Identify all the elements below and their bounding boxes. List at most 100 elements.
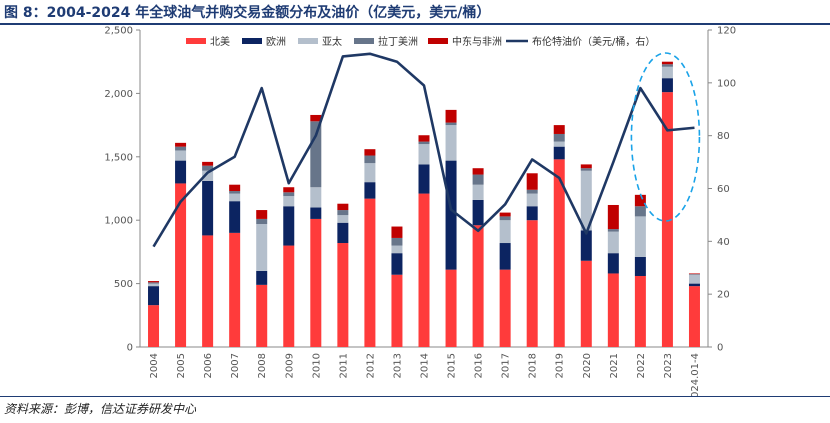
bar-segment [337, 222, 349, 244]
bar-segment [418, 135, 430, 142]
left-tick-label: 1,000 [104, 216, 133, 227]
bar-segment [283, 206, 295, 246]
bar-segment [283, 196, 295, 207]
bar-segment [148, 286, 160, 306]
bar-segment [310, 114, 322, 122]
x-tick-label: 2015 [447, 353, 458, 378]
bar-segment [256, 210, 268, 219]
bar-segment [472, 184, 484, 200]
legend-label: 拉丁美洲 [378, 35, 418, 48]
x-tick-label: 2009 [284, 353, 295, 378]
highlight-ellipse [630, 52, 701, 222]
bar-segment [472, 225, 484, 347]
x-tick-label: 2024.01-4 [690, 353, 701, 396]
legend-swatch [186, 38, 206, 44]
bar-segment [472, 199, 484, 226]
bar-segment [580, 168, 592, 171]
left-tick-label: 2,500 [104, 26, 133, 37]
bar-segment [310, 121, 322, 188]
bar-segment [202, 170, 214, 181]
x-tick-label: 2023 [663, 353, 674, 378]
bar-segment [418, 193, 430, 347]
bar-segment [526, 173, 538, 190]
bar-segment [337, 243, 349, 347]
bar-segment [364, 149, 376, 156]
bar-segment [283, 187, 295, 193]
legend-label: 亚太 [322, 35, 342, 48]
bar-segment [202, 180, 214, 236]
bar-segment [472, 168, 484, 175]
bar-segment [202, 165, 214, 171]
x-tick-label: 2011 [338, 353, 349, 378]
bar-segment [283, 192, 295, 197]
x-tick-label: 2016 [474, 353, 485, 378]
x-tick-label: 2017 [501, 353, 512, 378]
bar-segment [148, 282, 160, 284]
bar-segment [553, 159, 565, 347]
bar-segment [445, 109, 457, 123]
bar-segment [148, 305, 160, 347]
right-tick-label: 60 [717, 184, 730, 195]
bar-segment [580, 164, 592, 169]
bar-segment [148, 283, 160, 287]
legend-swatch [428, 38, 448, 44]
bar-segment [526, 189, 538, 194]
bar-segment [688, 274, 700, 275]
bar-segment [364, 198, 376, 347]
bar-segment [364, 155, 376, 164]
right-tick-label: 20 [717, 290, 730, 301]
bar-segment [445, 122, 457, 126]
bar-segment [580, 230, 592, 261]
bar-segment [526, 193, 538, 207]
bar-segment [391, 245, 403, 254]
bar-segment [553, 125, 565, 134]
bar-segment [607, 273, 619, 347]
bar-segment [175, 160, 187, 184]
bar-segment [445, 125, 457, 161]
bar-segment [499, 269, 511, 347]
bar-segment [607, 204, 619, 230]
x-tick-label: 2022 [636, 353, 647, 378]
left-tick-label: 2,000 [104, 89, 133, 100]
chart-svg: 0 500 1,000 1,500 2,000 2,500 0 20 40 60 80 100 120 2… [104, 26, 736, 397]
bar-segment [580, 260, 592, 347]
legend-label: 北美 [210, 35, 230, 48]
left-tick-label: 1,500 [104, 152, 133, 163]
x-tick-label: 2019 [555, 353, 566, 378]
bar-segment [607, 229, 619, 232]
bar-segment [391, 274, 403, 347]
x-tick-label: 2012 [365, 353, 376, 378]
bar-segment [310, 218, 322, 347]
bar-segment [202, 161, 214, 166]
right-tick-label: 120 [717, 26, 736, 37]
title-rule [0, 23, 830, 25]
x-tick-label: 2021 [609, 353, 620, 378]
bar-segment [607, 231, 619, 254]
bar-segment [391, 237, 403, 246]
x-tick-label: 2018 [528, 353, 539, 378]
bar-segment [256, 284, 268, 347]
legend-swatch [298, 38, 318, 44]
bar-segment [661, 61, 673, 65]
right-tick-label: 40 [717, 237, 730, 248]
right-tick-label: 0 [717, 343, 723, 354]
bar-segment [499, 216, 511, 221]
bar-segment [580, 170, 592, 231]
x-tick-label: 2005 [176, 353, 187, 378]
bar-segment [634, 275, 646, 347]
bar-segment [553, 146, 565, 160]
right-tick-label: 80 [717, 131, 730, 142]
bar-segment [337, 203, 349, 211]
legend-label: 欧洲 [266, 36, 286, 48]
x-tick-label: 2010 [311, 353, 322, 378]
bar-segment [175, 146, 187, 151]
bar-segment [229, 184, 241, 192]
bar-segment [661, 92, 673, 348]
bar-segment [256, 270, 268, 285]
bar-segment [472, 174, 484, 185]
bar-segment [229, 191, 241, 194]
bar-segment [634, 194, 646, 207]
bar-segment [229, 193, 241, 202]
bar-segment [337, 210, 349, 216]
bar-segment [364, 163, 376, 183]
